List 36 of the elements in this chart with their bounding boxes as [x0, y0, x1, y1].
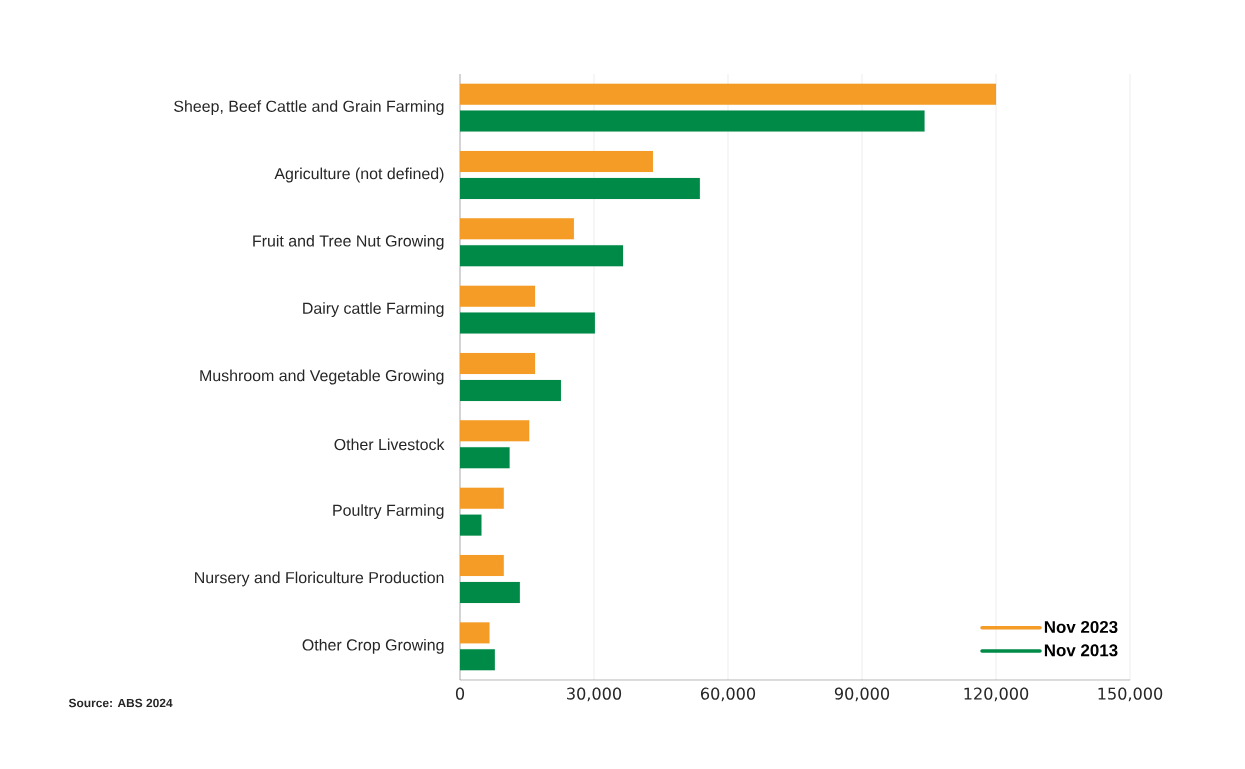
- bar: [460, 487, 504, 509]
- y-tick-label: Mushroom and Vegetable Growing: [200, 369, 444, 385]
- y-tick-label: Sheep, Beef Cattle and Grain Farming: [174, 100, 444, 116]
- bar: [460, 622, 490, 644]
- bar: [460, 379, 561, 402]
- y-tick-label: Poultry Farming: [333, 504, 444, 520]
- legend-label: Nov 2023: [1044, 621, 1118, 634]
- bar: [460, 245, 624, 267]
- bar: [460, 420, 530, 442]
- bar: [460, 514, 482, 536]
- y-tick-label: Agriculture (not defined): [274, 167, 444, 183]
- bar: [460, 110, 925, 132]
- x-tick-label: 30,000: [567, 687, 622, 702]
- bar: [460, 177, 700, 200]
- bar: [460, 150, 654, 173]
- bar: [460, 83, 997, 105]
- legend-label: Nov 2013: [1044, 644, 1118, 657]
- y-tick-label: Fruit and Tree Nut Growing: [253, 234, 444, 250]
- bar: [460, 581, 520, 604]
- bar: [460, 285, 536, 307]
- bar: [460, 447, 510, 469]
- y-tick-label: Dairy cattle Farming: [303, 302, 444, 318]
- source-note: Source: ABS 2024: [68, 698, 173, 708]
- bar: [460, 554, 504, 577]
- bar: [460, 312, 595, 334]
- x-tick-label: 60,000: [700, 687, 756, 702]
- y-tick-label: Nursery and Floriculture Production: [195, 571, 444, 587]
- bar: [460, 352, 536, 375]
- x-tick-label: 0: [455, 687, 465, 700]
- x-tick-label: 150,000: [1098, 687, 1163, 702]
- x-tick-label: 120,000: [964, 687, 1029, 702]
- y-tick-label: Other Livestock: [334, 438, 445, 451]
- y-tick-label: Other Crop Growing: [302, 638, 444, 654]
- bar: [460, 218, 574, 240]
- x-tick-label: 90,000: [834, 687, 890, 702]
- bar: [460, 649, 495, 671]
